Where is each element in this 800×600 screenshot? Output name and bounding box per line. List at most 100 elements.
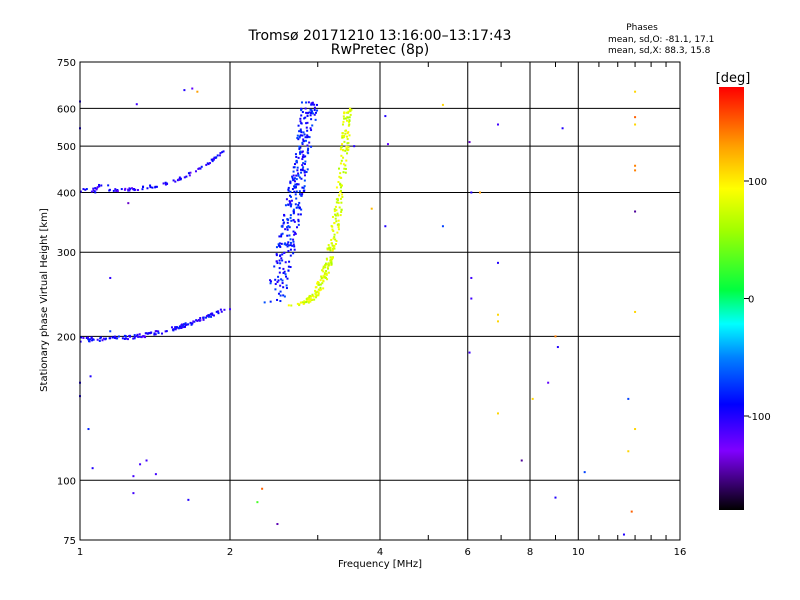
trace-point [327, 244, 330, 247]
trace-point [136, 189, 139, 192]
scatter-point [547, 381, 550, 384]
trace-point [304, 136, 307, 139]
trace-point [339, 148, 342, 151]
trace-point [301, 169, 304, 172]
scatter-point [634, 310, 637, 313]
trace-point [185, 175, 188, 178]
trace-point [326, 267, 329, 270]
trace-point [335, 198, 338, 201]
trace-point [198, 167, 201, 170]
trace-point [309, 298, 312, 301]
trace-point [333, 236, 336, 239]
trace-point [91, 339, 94, 342]
trace-point [301, 164, 304, 167]
trace-point [291, 244, 294, 247]
trace-point [285, 275, 288, 278]
trace-point [269, 282, 272, 285]
trace-point [292, 252, 295, 255]
trace-point [202, 318, 205, 321]
trace-point [337, 214, 340, 217]
trace-point [327, 271, 330, 274]
trace-point [329, 256, 332, 259]
trace-point [311, 293, 314, 296]
trace-point [289, 202, 292, 205]
scatter-point [496, 313, 499, 316]
y-tick-label: 200 [57, 332, 76, 343]
trace-point [279, 300, 282, 303]
trace-point [289, 214, 292, 217]
trace-point [344, 149, 347, 152]
trace-point [301, 186, 304, 189]
trace-point [278, 244, 281, 247]
trace-point [192, 320, 195, 323]
trace-point [303, 162, 306, 165]
trace-point [333, 233, 336, 236]
x-tick-label: 2 [227, 547, 233, 558]
trace-point [320, 277, 323, 280]
trace-point [295, 206, 298, 209]
trace-point [344, 129, 347, 132]
trace-point [336, 201, 339, 204]
trace-point [293, 233, 296, 236]
trace-point [314, 286, 317, 289]
trace-point [289, 254, 292, 257]
trace-point [317, 294, 320, 297]
trace-point [345, 145, 348, 148]
trace-point [289, 241, 292, 244]
trace-point [322, 275, 325, 278]
x-tick-label: 10 [572, 547, 585, 558]
scatter-point [479, 191, 482, 194]
trace-point [82, 188, 85, 191]
trace-point [300, 168, 303, 171]
trace-point [295, 178, 298, 181]
trace-point [289, 244, 292, 247]
trace-point [302, 302, 305, 305]
trace-point [337, 201, 340, 204]
trace-point [278, 235, 281, 238]
trace-point [300, 171, 303, 174]
trace-point [289, 266, 292, 269]
trace-point [292, 230, 295, 233]
trace-point [281, 232, 284, 235]
trace-point [317, 288, 320, 291]
y-tick-label: 750 [57, 58, 76, 69]
scatter-point [154, 473, 157, 476]
trace-point [298, 145, 301, 148]
trace-point [300, 131, 303, 134]
trace-point [100, 184, 103, 187]
trace-point [324, 262, 327, 265]
trace-point [211, 158, 214, 161]
trace-point [306, 114, 309, 117]
trace-point [348, 123, 351, 126]
trace-point [153, 332, 156, 335]
trace-point [94, 191, 97, 194]
trace-point [310, 111, 313, 114]
trace-point [285, 244, 288, 247]
trace-point [79, 340, 82, 343]
trace-point [307, 101, 310, 104]
trace-point [284, 261, 287, 264]
trace-point [337, 180, 340, 183]
trace-point [297, 124, 300, 127]
trace-point [181, 325, 184, 328]
scatter-point [470, 191, 473, 194]
trace-point [214, 156, 217, 159]
trace-point [302, 139, 305, 142]
trace-point [346, 138, 349, 141]
trace-point [269, 279, 272, 282]
trace-point [314, 118, 317, 121]
trace-point [307, 300, 310, 303]
trace-point [102, 337, 105, 340]
trace-point [299, 129, 302, 132]
trace-point [304, 155, 307, 158]
trace-point [297, 172, 300, 175]
scatter-point [183, 89, 186, 92]
trace-point [346, 149, 349, 152]
trace-point [313, 298, 316, 301]
trace-point [193, 320, 196, 323]
trace-point [320, 275, 323, 278]
trace-point [223, 308, 226, 311]
trace-point [299, 128, 302, 131]
trace-point [320, 288, 323, 291]
